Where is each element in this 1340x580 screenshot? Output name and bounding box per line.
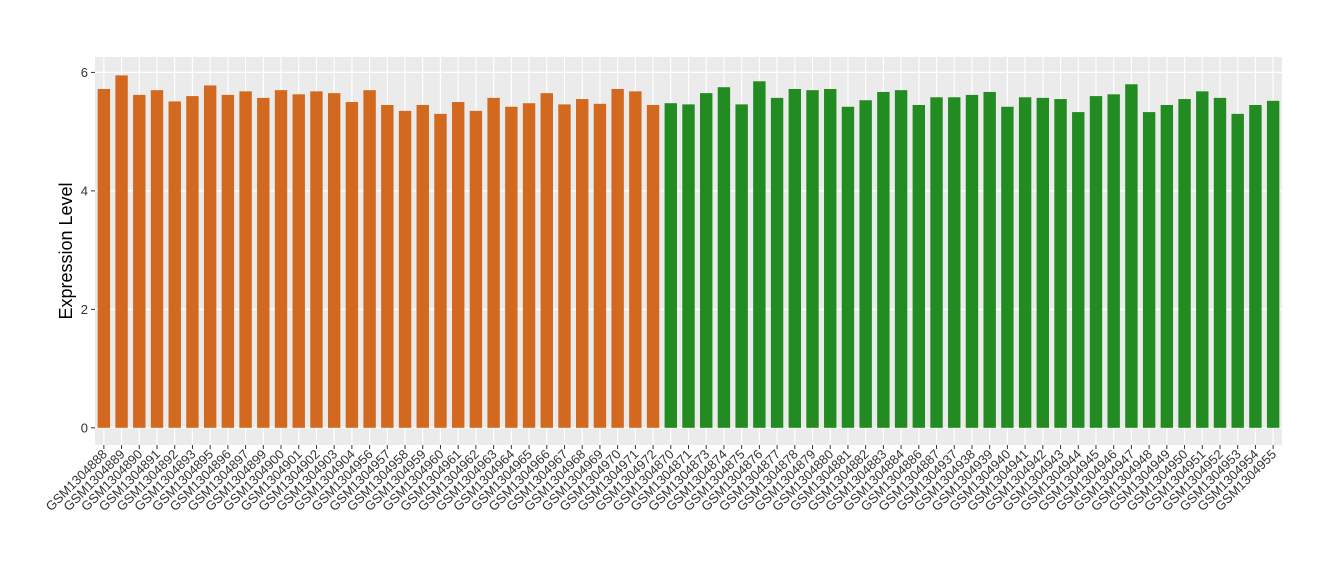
bar (841, 106, 855, 428)
bar (593, 103, 607, 428)
bar (239, 91, 252, 428)
y-tick-label: 4 (81, 183, 88, 198)
bar (345, 102, 359, 428)
bar (770, 97, 784, 428)
bar (806, 90, 819, 428)
bar (434, 113, 447, 428)
bar (292, 94, 305, 428)
bar (1196, 91, 1209, 428)
y-tick-label: 6 (81, 65, 88, 80)
bar (487, 97, 500, 428)
y-tick-label: 0 (81, 420, 88, 435)
bar (1107, 94, 1120, 428)
bar (1125, 84, 1138, 428)
bar (576, 99, 589, 428)
bar (824, 88, 837, 428)
bar (133, 94, 146, 428)
bar (1160, 104, 1174, 428)
bar (363, 90, 376, 428)
bar (168, 101, 181, 428)
bar (735, 104, 748, 428)
bar (221, 94, 235, 428)
bar (930, 97, 943, 428)
bar (115, 75, 128, 428)
bar (257, 97, 270, 428)
bar (629, 91, 642, 428)
y-axis-label: Expression Level (56, 182, 76, 319)
bar (1249, 104, 1262, 428)
bar (1001, 106, 1014, 428)
bar (522, 103, 536, 428)
bar (1231, 113, 1244, 428)
bar (983, 91, 996, 428)
bar (416, 104, 429, 428)
bar (558, 104, 571, 428)
bar (1213, 97, 1227, 428)
bar (859, 100, 872, 428)
bar (877, 91, 890, 428)
bar (186, 96, 199, 428)
bar (788, 88, 801, 428)
bar (894, 90, 908, 428)
bar (310, 91, 323, 428)
bar (150, 90, 164, 428)
bar (700, 93, 713, 428)
bar (505, 106, 518, 428)
bar (1018, 97, 1032, 428)
bar (1072, 112, 1085, 428)
bar (398, 110, 412, 428)
bar (1178, 99, 1191, 428)
bar (717, 87, 731, 428)
bar (97, 88, 111, 428)
bar (948, 97, 961, 428)
bar (1142, 112, 1156, 428)
bar (327, 93, 341, 428)
bar (1266, 100, 1280, 428)
bar (682, 104, 695, 428)
bar (274, 90, 288, 428)
bar (1054, 99, 1067, 428)
bar (965, 94, 979, 428)
bar (611, 88, 624, 428)
bar (753, 81, 766, 428)
bar (203, 85, 217, 428)
bar (381, 104, 394, 428)
bar (912, 104, 926, 428)
bar (646, 104, 660, 428)
bar (469, 110, 483, 428)
bar (540, 93, 553, 428)
bar (664, 103, 677, 428)
y-tick-label: 2 (81, 302, 88, 317)
bar (1089, 96, 1103, 428)
bar (451, 102, 465, 428)
bar (1036, 97, 1050, 428)
